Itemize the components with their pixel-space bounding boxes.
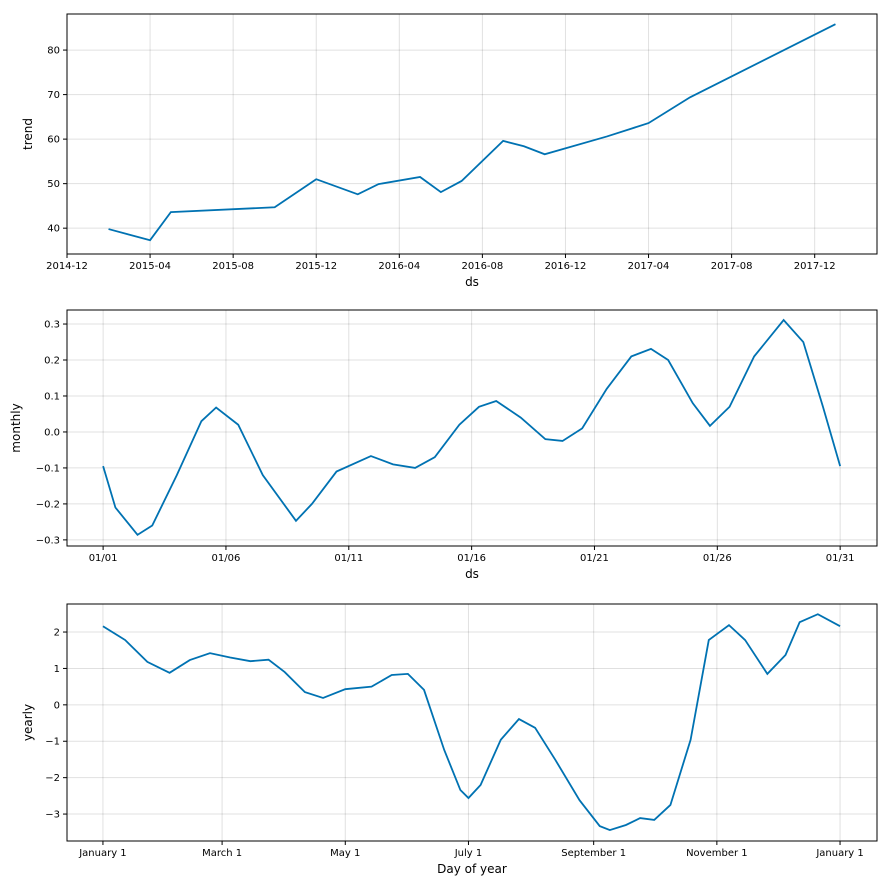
plot-frame bbox=[66, 13, 878, 255]
x-tick-label: January 1 bbox=[815, 848, 863, 859]
y-tick-label: −2 bbox=[45, 773, 60, 784]
x-tick-label: 01/16 bbox=[457, 553, 486, 564]
plot-frame bbox=[66, 309, 878, 547]
y-tick-label: 70 bbox=[47, 90, 60, 101]
y-tick-label: 40 bbox=[47, 224, 60, 235]
x-tick-label: 2016-04 bbox=[378, 261, 420, 272]
x-tick-label: January 1 bbox=[78, 848, 126, 859]
x-axis-label: ds bbox=[465, 567, 479, 581]
line bbox=[102, 318, 842, 537]
x-tick-label: 2016-12 bbox=[545, 261, 587, 272]
y-tick-label: 0.0 bbox=[44, 427, 60, 438]
y-tick-label: 60 bbox=[47, 135, 60, 146]
x-tick-label: 01/26 bbox=[703, 553, 732, 564]
x-tick-label: 2017-04 bbox=[628, 261, 670, 272]
line bbox=[102, 613, 841, 832]
x-tick-label: March 1 bbox=[202, 848, 242, 859]
x-tick-label: 2017-12 bbox=[794, 261, 836, 272]
x-tick-label: September 1 bbox=[561, 848, 626, 859]
x-tick-label: 2017-08 bbox=[711, 261, 753, 272]
y-tick-label: 2 bbox=[54, 628, 60, 639]
y-tick-label: −1 bbox=[45, 737, 60, 748]
x-tick-label: November 1 bbox=[686, 848, 748, 859]
x-tick-label: 01/06 bbox=[212, 553, 241, 564]
y-tick-label: −0.3 bbox=[36, 535, 60, 546]
y-tick-label: −3 bbox=[45, 810, 60, 821]
x-tick-label: 01/31 bbox=[826, 553, 855, 564]
y-axis-label: trend bbox=[21, 118, 35, 150]
x-tick-label: May 1 bbox=[330, 848, 360, 859]
y-tick-label: 1 bbox=[54, 664, 60, 675]
y-tick-label: 0.3 bbox=[44, 320, 60, 331]
y-axis-label: monthly bbox=[9, 403, 23, 452]
x-tick-label: 01/21 bbox=[580, 553, 609, 564]
y-tick-label: 50 bbox=[47, 179, 60, 190]
x-axis-label: Day of year bbox=[437, 862, 507, 876]
y-axis-label: yearly bbox=[21, 704, 35, 741]
x-tick-label: 01/01 bbox=[89, 553, 118, 564]
x-axis-label: ds bbox=[465, 275, 479, 289]
y-tick-label: 0 bbox=[54, 700, 60, 711]
y-tick-label: 80 bbox=[47, 46, 60, 57]
x-tick-label: July 1 bbox=[454, 848, 483, 859]
x-tick-label: 2014-12 bbox=[46, 261, 88, 272]
x-tick-label: 01/11 bbox=[334, 553, 363, 564]
y-tick-label: 0.1 bbox=[44, 391, 60, 402]
y-tick-label: −0.1 bbox=[36, 463, 60, 474]
y-tick-label: 0.2 bbox=[44, 356, 60, 367]
x-tick-label: 2015-08 bbox=[212, 261, 254, 272]
y-tick-label: −0.2 bbox=[36, 499, 60, 510]
plot-frame bbox=[66, 603, 878, 842]
x-tick-label: 2015-12 bbox=[295, 261, 337, 272]
x-tick-label: 2016-08 bbox=[461, 261, 503, 272]
x-tick-label: 2015-04 bbox=[129, 261, 171, 272]
line bbox=[108, 23, 836, 242]
